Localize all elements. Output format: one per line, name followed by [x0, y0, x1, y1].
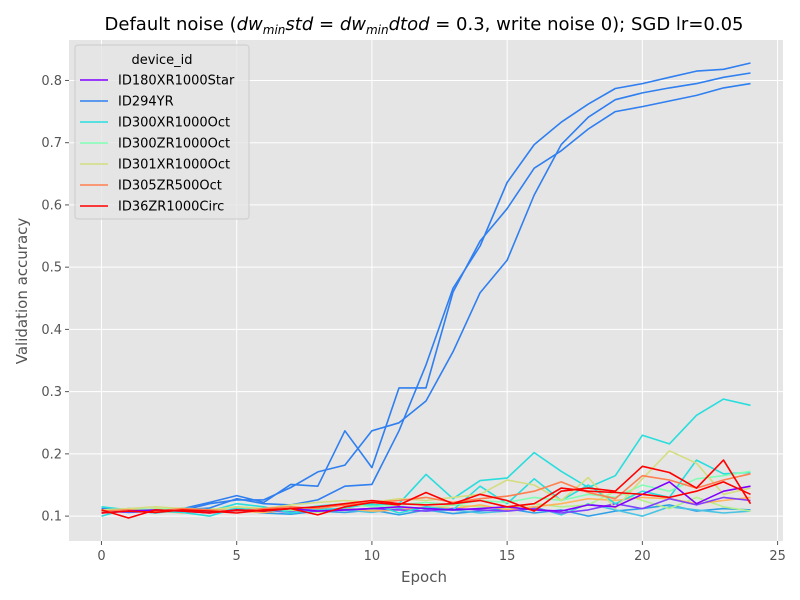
series-line-id36zr1000circ [101, 459, 752, 519]
y-tick-label: 0.5 [41, 261, 62, 276]
legend-title: device_id [131, 53, 192, 68]
x-tick-label: 0 [97, 549, 105, 564]
legend-label: ID36ZR1000Circ [118, 200, 224, 215]
x-tick-label: 20 [634, 549, 651, 564]
legend-label: ID300XR1000Oct [118, 116, 230, 131]
legend-label: ID305ZR500Oct [118, 179, 222, 194]
series-layer [101, 62, 752, 519]
chart-title: Default noise (dwminstd = dwmindtod = 0.… [105, 14, 744, 37]
series-line-id36zr1000circ [101, 481, 751, 516]
series-line-id300xr1000oct [101, 398, 751, 517]
y-tick-label: 0.3 [41, 385, 62, 400]
x-tick-label: 25 [769, 549, 786, 564]
series-line-id294yr [101, 82, 751, 514]
legend-items: ID180XR1000Star ID294YR ID300XR1000Oct ID30… [80, 74, 235, 215]
y-axis-label: Validation accuracy [13, 218, 31, 365]
legend-label: ID300ZR1000Oct [118, 137, 230, 152]
y-tick-label: 0.8 [41, 74, 62, 89]
x-axis-label: Epoch [401, 568, 447, 586]
x-tick-label: 5 [233, 549, 241, 564]
legend-label: ID180XR1000Star [118, 74, 235, 89]
legend-label: ID301XR1000Oct [118, 158, 230, 173]
legend: device_id ID180XR1000Star ID294YR ID300XR1… [74, 44, 250, 220]
y-tick-label: 0.2 [41, 447, 62, 462]
x-tick-label: 15 [499, 549, 516, 564]
axis-ticks: 0 5 10 15 20 25 0.1 0.2 0.3 0.4 0.5 0.6 0.7 0.8 [41, 74, 786, 564]
y-tick-label: 0.1 [41, 510, 62, 525]
series-line-id294yr [101, 72, 751, 512]
series-line-id305zr500oct [101, 473, 751, 512]
y-tick-label: 0.7 [41, 136, 62, 151]
y-tick-label: 0.4 [41, 323, 62, 338]
y-tick-label: 0.6 [41, 198, 62, 213]
x-tick-label: 10 [364, 549, 381, 564]
series-line-id294yr [101, 62, 751, 513]
legend-box [74, 44, 250, 220]
legend-label: ID294YR [118, 95, 174, 110]
